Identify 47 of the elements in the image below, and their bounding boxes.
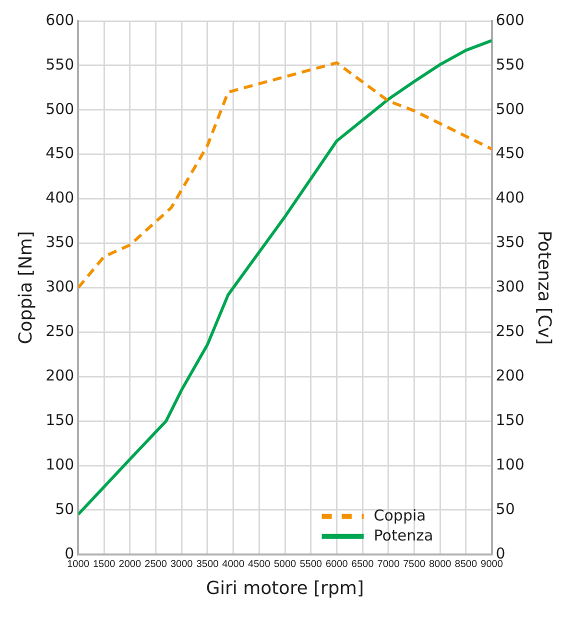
y-tick-label: 500 (46, 100, 74, 118)
y2-tick-label: 450 (496, 144, 524, 162)
x-tick-label: 6000 (326, 559, 348, 570)
y-tick-label: 450 (46, 144, 74, 162)
line-series (78, 61, 492, 290)
y2-tick-label: 150 (496, 410, 524, 429)
y2-tick-label: 300 (496, 278, 524, 296)
x-tick-label: 3500 (196, 559, 220, 570)
y2-tick-label: 250 (496, 322, 524, 340)
x-tick-label: 1500 (92, 559, 116, 570)
x-tick-label: 7500 (403, 559, 426, 570)
y-tick-label: 100 (46, 455, 74, 474)
y2-tick-label: 500 (496, 100, 524, 118)
y2-tick-label: 200 (496, 366, 524, 384)
legend-label: Coppia (374, 506, 426, 524)
x-tick-label: 4500 (248, 559, 271, 570)
x-tick-label: 8500 (454, 559, 478, 570)
y-axis-title: Coppia [Nm] (15, 231, 36, 344)
y2-axis-title: Potenza [Cv] (534, 230, 555, 345)
y2-tick-label: 50 (496, 500, 515, 518)
y-tick-label: 300 (46, 278, 74, 296)
y-tick-label: 250 (46, 322, 74, 340)
y2-tick-label: 550 (496, 55, 524, 74)
x-tick-label: 3000 (170, 559, 194, 570)
x-tick-label: 2500 (144, 559, 168, 570)
y-tick-label: 150 (46, 410, 74, 429)
y-tick-label: 600 (46, 10, 74, 29)
x-tick-label: 1000 (67, 559, 90, 570)
y2-tick-label: 600 (496, 10, 524, 29)
y2-tick-label: 100 (496, 455, 524, 474)
y-tick-label: 550 (46, 55, 74, 74)
x-tick-label: 9000 (480, 559, 504, 570)
x-tick-label: 4000 (222, 559, 245, 570)
x-tick-label: 5500 (300, 559, 322, 570)
x-tick-label: 7000 (377, 559, 400, 570)
x-axis-title: Giri motore [rpm] (206, 578, 364, 599)
legend-label: Potenza (374, 526, 434, 544)
x-tick-label: 6500 (351, 559, 374, 570)
y2-tick-label: 350 (496, 233, 524, 252)
y-tick-label: 50 (55, 500, 74, 518)
y-tick-label: 400 (46, 188, 74, 207)
y-tick-label: 200 (46, 366, 74, 384)
y-tick-label: 350 (46, 233, 74, 252)
x-tick-label: 2000 (118, 559, 142, 570)
x-tick-label: 8000 (428, 559, 452, 570)
x-tick-label: 5000 (274, 559, 297, 570)
y2-tick-label: 400 (496, 188, 524, 207)
